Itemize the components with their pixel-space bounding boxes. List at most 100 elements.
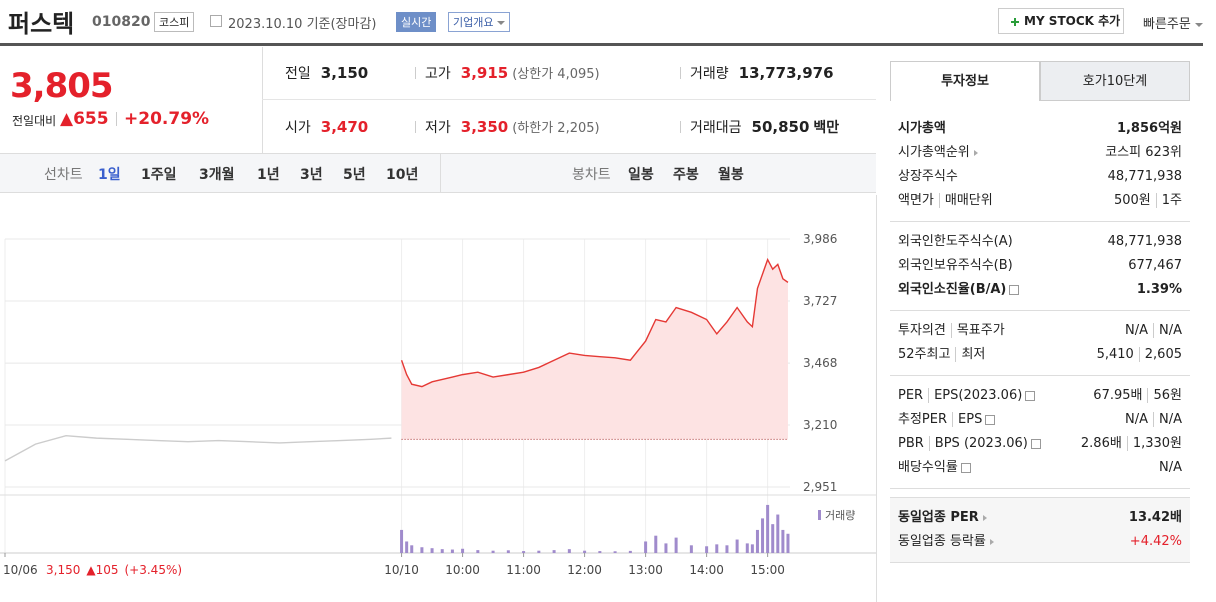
- side-row: 시가총액 1,856억원: [898, 117, 1182, 141]
- plus-icon: [1011, 17, 1019, 26]
- value-part: 1주: [1155, 193, 1182, 208]
- period-tab[interactable]: 3년: [300, 167, 323, 183]
- item-note: (상한가 4,095): [512, 67, 600, 82]
- row-value: N/A N/A: [1125, 408, 1182, 432]
- chart-right-border: [876, 195, 877, 602]
- value-part: 56원: [1147, 388, 1182, 403]
- item-value: 3,350: [460, 118, 509, 136]
- side-row: PBR BPS (2023.06) 2.86배 1,330원: [898, 432, 1182, 456]
- prev-day-close: 3,150: [46, 563, 80, 577]
- y-tick-label: 3,986: [803, 232, 837, 246]
- area-fill: [401, 259, 788, 440]
- item-label: 거래량: [690, 66, 729, 82]
- row-value: 5,410 2,605: [1097, 343, 1182, 367]
- label-part: EPS: [952, 412, 983, 427]
- quick-order[interactable]: 빠른주문: [1143, 13, 1203, 32]
- side-row: 52주최고 최저 5,410 2,605: [898, 343, 1182, 367]
- volume-bar: [715, 544, 719, 553]
- row-label: 투자의견 목표주가: [898, 319, 1005, 343]
- label-part: EPS(2023.06): [928, 388, 1023, 403]
- label-part: 매매단위: [938, 193, 993, 208]
- period-tab[interactable]: 5년: [343, 167, 366, 183]
- market-badge: 코스피: [154, 12, 195, 32]
- x-tick-label: 10/10: [384, 563, 419, 577]
- row-value: 1.39%: [1137, 278, 1182, 302]
- item-sep: [680, 121, 681, 133]
- x-tick-label: 12:00: [567, 563, 602, 577]
- side-tab[interactable]: 호가10단계: [1040, 61, 1190, 101]
- period-tab[interactable]: 3개월: [199, 167, 235, 183]
- row-value: 13.42배: [1129, 506, 1182, 530]
- y-tick-label: 3,210: [803, 418, 837, 432]
- row-label: 시가총액순위: [898, 141, 978, 165]
- volume-bar: [461, 548, 465, 553]
- row-label: 동일업종 PER: [898, 506, 987, 530]
- value-part: 67.95배: [1093, 388, 1143, 403]
- item-label: 전일: [285, 66, 311, 82]
- item-sep: [415, 67, 416, 79]
- realtime-badge[interactable]: 실시간: [396, 12, 437, 32]
- period-tab[interactable]: 1일: [98, 167, 121, 183]
- candle-tab[interactable]: 일봉: [628, 167, 654, 183]
- volume-bar: [771, 524, 775, 553]
- row-value: 677,467: [1128, 254, 1182, 278]
- period-tab[interactable]: 1년: [257, 167, 280, 183]
- item-unit: 백만: [813, 120, 840, 136]
- sidebar: 투자정보 호가10단계 시가총액 1,856억원 시가총액순위 코스피 623위 상장주식수…: [890, 61, 1190, 563]
- side-row: 외국인보유주식수(B) 677,467: [898, 254, 1182, 278]
- summary-item: 전일 3,150: [285, 63, 368, 83]
- item-label: 거래대금: [690, 120, 742, 136]
- chart-tab-bar: [0, 154, 876, 193]
- company-button[interactable]: 기업개요: [448, 12, 511, 32]
- value-part: 1,330원: [1126, 436, 1182, 451]
- value-part: 1,856억원: [1116, 121, 1182, 136]
- date: 2023.10.10 기준(장마감): [228, 17, 377, 32]
- prev-day-change_pct: (+3.45%): [125, 563, 183, 577]
- row-label: 동일업종 등락률: [898, 530, 994, 554]
- volume-bar: [598, 551, 602, 553]
- item-value: 50,850: [751, 118, 810, 136]
- volume-bar: [506, 550, 510, 553]
- row-label: PBR BPS (2023.06): [898, 432, 1041, 456]
- change: ▲655: [60, 109, 109, 129]
- value-part: N/A: [1153, 412, 1182, 427]
- volume-bar: [761, 518, 765, 553]
- mystock-button[interactable]: MY STOCK 추가: [998, 8, 1124, 34]
- row-label: 52주최고 최저: [898, 343, 986, 367]
- help-icon: [1030, 438, 1041, 449]
- header-rule: [0, 43, 1203, 46]
- change-pct: +20.79%: [124, 109, 210, 129]
- candle-tab[interactable]: 주봉: [673, 167, 699, 183]
- volume-bar: [689, 545, 693, 553]
- side-tab[interactable]: 투자정보: [890, 61, 1040, 101]
- side-row: PER EPS(2023.06) 67.95배 56원: [898, 384, 1182, 408]
- volume-bar: [644, 541, 648, 553]
- candle-tab[interactable]: 월봉: [718, 167, 744, 183]
- row-value: N/A: [1159, 456, 1182, 480]
- summary-item: 시가 3,470: [285, 117, 368, 137]
- period-tab[interactable]: 1주일: [141, 167, 177, 183]
- y-tick-label: 3,727: [803, 294, 837, 308]
- volume-bar: [420, 547, 424, 553]
- arrow-icon: [989, 538, 994, 545]
- x-tick-label: 13:00: [628, 563, 663, 577]
- mystock-text: MY STOCK 추가: [1024, 14, 1121, 28]
- item-label: 고가: [425, 66, 451, 82]
- period-tab[interactable]: 10년: [386, 167, 419, 183]
- label-part: 외국인보유주식수(B): [898, 258, 1013, 273]
- item-value: 3,470: [320, 118, 369, 136]
- side-row: 동일업종 PER 13.42배: [898, 506, 1182, 530]
- volume-bar: [537, 550, 541, 553]
- row-value: +4.42%: [1130, 530, 1182, 554]
- item-label: 시가: [285, 120, 311, 136]
- volume-bar: [674, 537, 678, 553]
- side-row: 시가총액순위 코스피 623위: [898, 141, 1182, 165]
- row-value: 67.95배 56원: [1093, 384, 1182, 408]
- price-line: [400, 257, 789, 388]
- arrow-icon: [982, 514, 987, 521]
- tab-divider: [440, 154, 441, 192]
- value-part: N/A: [1125, 323, 1148, 338]
- row-value: 48,771,938: [1108, 230, 1182, 254]
- volume-bar: [583, 550, 587, 553]
